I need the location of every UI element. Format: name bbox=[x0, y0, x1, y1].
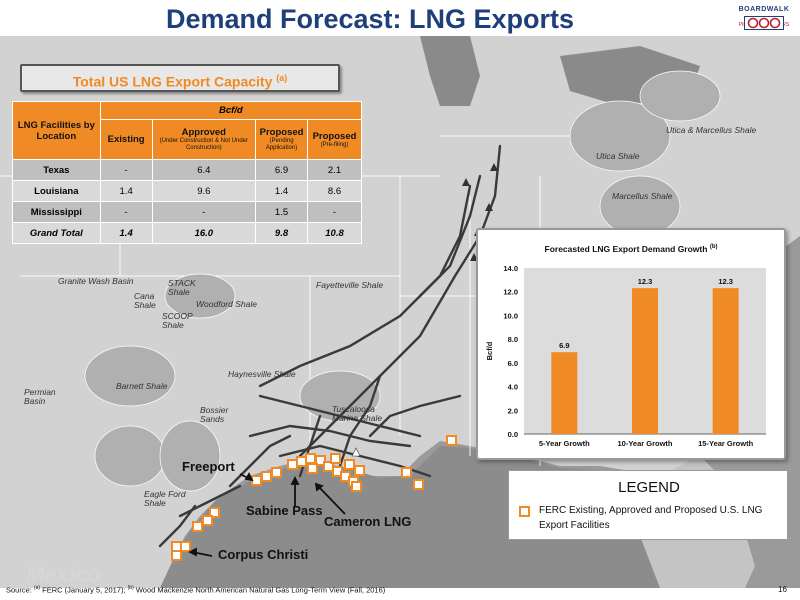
company-logo: BOARDWALK PIPELINE PARTNERS bbox=[735, 6, 793, 34]
shale-label-cana: Cana Shale bbox=[134, 291, 156, 310]
label-cameron-lng: Cameron LNG bbox=[324, 514, 412, 529]
x-tick-label: 15-Year Growth bbox=[698, 439, 753, 448]
logo-rings-icon bbox=[744, 16, 784, 30]
y-tick-label: 0.0 bbox=[508, 430, 518, 439]
col-header-proposed-prefiling: Proposed (Pre-filing) bbox=[307, 119, 362, 160]
capacity-table: LNG Facilities by Location Bcf/d Existin… bbox=[12, 101, 363, 244]
shale-label-haynesville: Haynesville Shale bbox=[228, 369, 296, 379]
y-axis-label: Bcf/d bbox=[485, 341, 494, 360]
y-tick-label: 4.0 bbox=[508, 383, 518, 392]
y-tick-label: 12.0 bbox=[503, 288, 518, 297]
y-tick-label: 2.0 bbox=[508, 406, 518, 415]
shale-label-utica-marcellus: Utica & Marcellus Shale bbox=[666, 125, 757, 135]
shale-label-eagleford: Eagle Ford Shale bbox=[144, 489, 186, 508]
col-header-proposed-pending: Proposed (Pending Application) bbox=[255, 119, 309, 160]
unit-header: Bcf/d bbox=[99, 101, 363, 120]
shale-label-stack: STACK Shale bbox=[168, 278, 196, 297]
legend-item: FERC Existing, Approved and Proposed U.S… bbox=[539, 505, 763, 531]
y-tick-label: 6.0 bbox=[508, 359, 518, 368]
col-header-approved: Approved (Under Construction & Not Under… bbox=[151, 119, 257, 160]
data-label: 6.9 bbox=[559, 341, 569, 350]
page-title: Demand Forecast: LNG Exports bbox=[165, 4, 575, 34]
source-note: Source: (a) FERC (January 5, 2017); (b) … bbox=[6, 585, 386, 595]
shale-label-permian: Permian Basin bbox=[24, 387, 56, 406]
y-tick-label: 8.0 bbox=[508, 335, 518, 344]
label-mexico: Mexico bbox=[26, 562, 101, 587]
col-header-existing: Existing bbox=[99, 119, 153, 160]
table-row: Mississippi - - 1.5 - bbox=[12, 201, 362, 223]
logo-name: BOARDWALK bbox=[738, 6, 790, 13]
table-row: Texas - 6.4 6.9 2.1 bbox=[12, 159, 362, 181]
shale-label-tuscaloosa: Tuscaloosa Marine Shale bbox=[332, 404, 383, 423]
table-row: Louisiana 1.4 9.6 1.4 8.6 bbox=[12, 180, 362, 202]
bar bbox=[712, 288, 739, 434]
col-header-location: LNG Facilities by Location bbox=[12, 101, 101, 160]
shale-label-woodford: Woodford Shale bbox=[196, 299, 257, 309]
legend: LEGEND FERC Existing, Approved and Propo… bbox=[508, 470, 788, 540]
y-tick-label: 10.0 bbox=[503, 311, 518, 320]
demand-bar-chart: 0.0 2.0 4.0 6.0 8.0 10.0 12.0 14.0 Bcf/d 6.9 5-Yea… bbox=[485, 264, 766, 448]
label-sabine-pass: Sabine Pass bbox=[246, 503, 323, 518]
table-total-row: Grand Total 1.4 16.0 9.8 10.8 bbox=[12, 222, 362, 244]
label-corpus-christi: Corpus Christi bbox=[218, 547, 309, 562]
shale-label-utica: Utica Shale bbox=[596, 151, 640, 161]
page-number: 16 bbox=[778, 585, 787, 594]
shale-label-barnett: Barnett Shale bbox=[116, 381, 168, 391]
legend-title: LEGEND bbox=[618, 479, 680, 496]
capacity-heading-text: Total US LNG Export Capacity bbox=[72, 73, 273, 90]
shale-label-scoop: SCOOP Shale bbox=[162, 311, 193, 330]
shale-label-fayetteville: Fayetteville Shale bbox=[316, 280, 384, 290]
capacity-heading: Total US LNG Export Capacity (a) bbox=[20, 64, 340, 92]
data-label: 12.3 bbox=[638, 277, 653, 286]
bar bbox=[551, 352, 578, 434]
legend-swatch bbox=[519, 506, 530, 517]
shale-label-bossier: Bossier Sands bbox=[200, 405, 229, 424]
y-tick-label: 14.0 bbox=[503, 264, 518, 273]
shale-label-granite: Granite Wash Basin bbox=[58, 276, 134, 286]
data-label: 12.3 bbox=[718, 277, 733, 286]
label-freeport: Freeport bbox=[182, 459, 235, 474]
capacity-heading-note: (a) bbox=[276, 73, 288, 83]
bar bbox=[632, 288, 658, 434]
chart-title: Forecasted LNG Export Demand Growth (b) bbox=[544, 244, 718, 254]
x-tick-label: 10-Year Growth bbox=[617, 439, 672, 448]
shale-label-marcellus: Marcellus Shale bbox=[612, 191, 673, 201]
chart-panel: Forecasted LNG Export Demand Growth (b) … bbox=[476, 228, 786, 460]
x-tick-label: 5-Year Growth bbox=[539, 439, 590, 448]
